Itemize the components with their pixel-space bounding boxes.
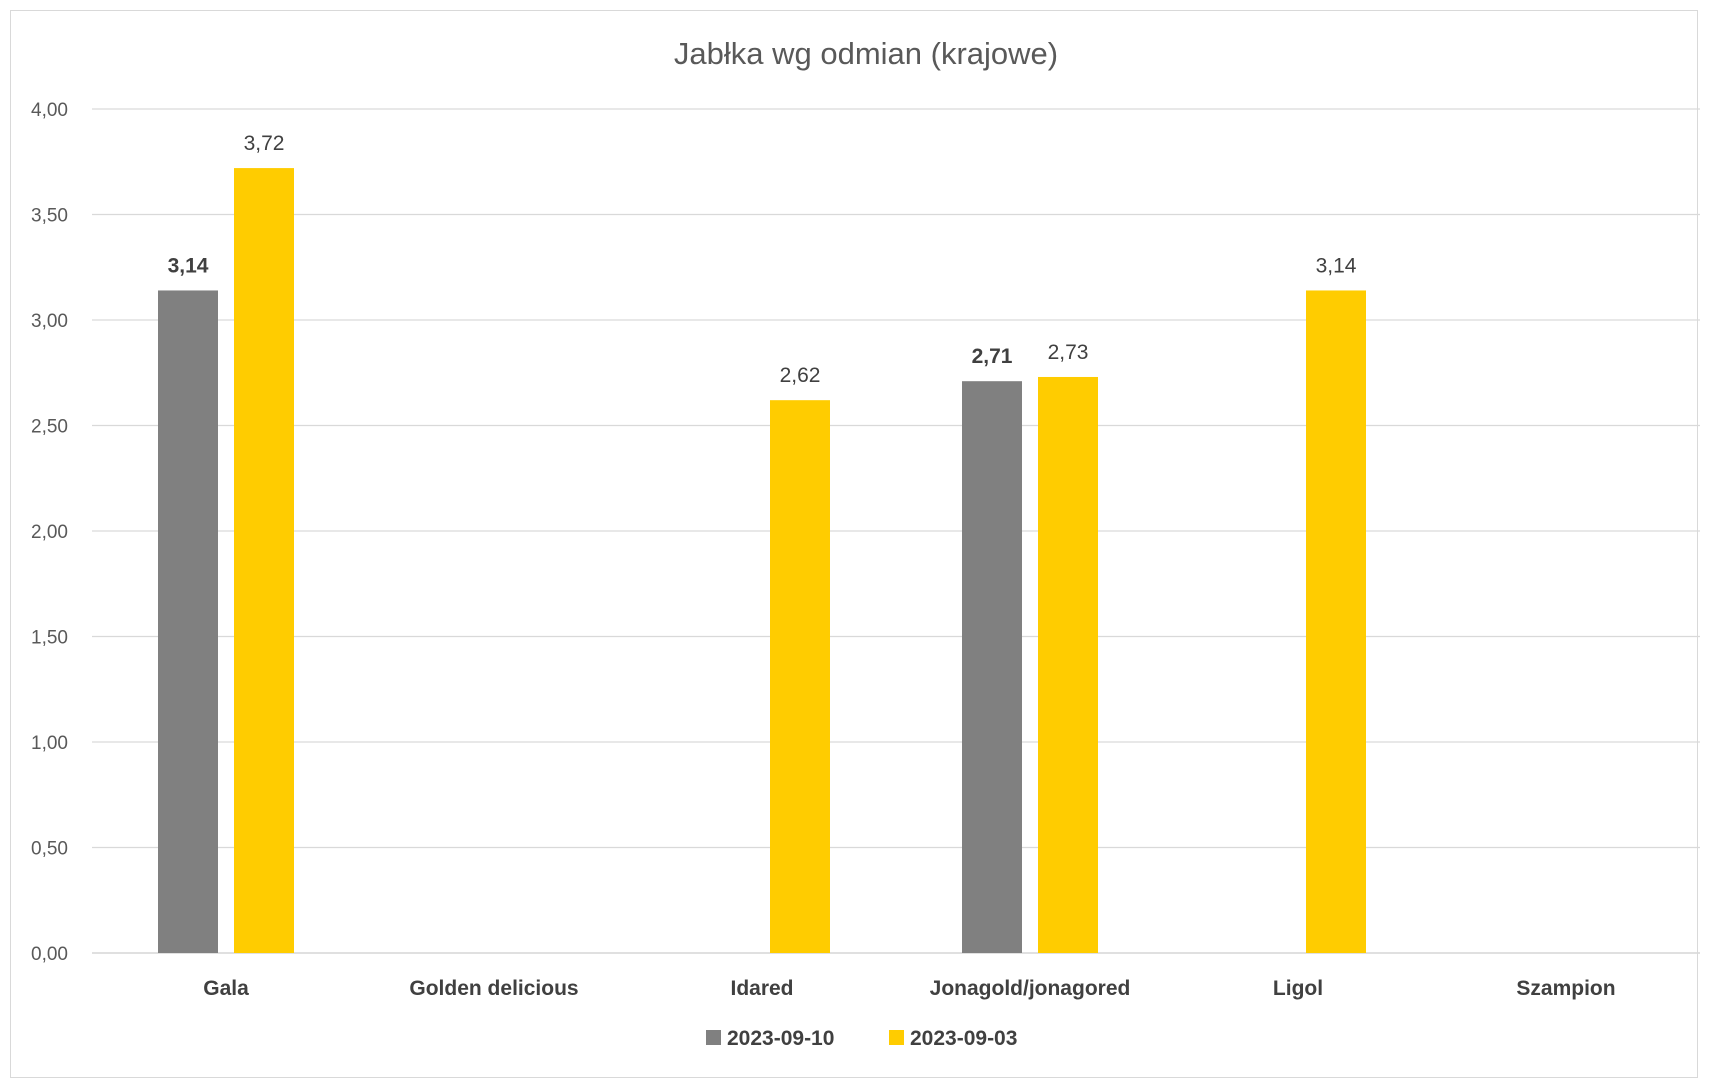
x-tick-label: Jonagold/jonagored (930, 977, 1131, 1000)
y-tick-label: 3,00 (31, 311, 68, 332)
y-tick-label: 0,50 (31, 839, 68, 860)
legend: 2023-09-10 2023-09-03 (706, 1027, 1017, 1050)
y-tick-label: 3,50 (31, 206, 68, 227)
x-axis-categories: Gala Golden delicious Idared Jonagold/jonag… (203, 977, 1615, 1000)
x-tick-label: Gala (203, 977, 249, 1000)
legend-label: 2023-09-10 (727, 1027, 834, 1050)
legend-label: 2023-09-03 (910, 1027, 1017, 1050)
y-tick-label: 2,50 (31, 417, 68, 438)
data-label: 2,71 (972, 345, 1013, 368)
data-label: 3,14 (1316, 254, 1357, 277)
data-label-layer: 3,14 3,72 2,62 2,71 2,73 3,14 (168, 132, 1357, 387)
x-tick-label: Idared (730, 977, 793, 1000)
y-axis-ticks: 0,00 0,50 1,00 1,50 2,00 2,50 3,00 3,50 4,00 (31, 100, 68, 965)
data-label: 3,14 (168, 254, 209, 277)
x-tick-label: Golden delicious (409, 977, 578, 1000)
y-tick-label: 1,00 (31, 733, 68, 754)
grid-layer (92, 108, 1700, 954)
bar (770, 400, 830, 953)
chart-title: Jabłka wg odmian (krajowe) (674, 36, 1058, 71)
x-tick-label: Szampion (1516, 977, 1615, 1000)
bar (962, 381, 1022, 953)
bar-layer (158, 168, 1366, 954)
legend-swatch (889, 1030, 904, 1045)
y-tick-label: 1,50 (31, 628, 68, 649)
y-tick-label: 4,00 (31, 100, 68, 121)
y-tick-label: 0,00 (31, 944, 68, 965)
data-label: 3,72 (244, 132, 285, 155)
bar (158, 290, 218, 954)
data-label: 2,62 (780, 364, 821, 387)
x-tick-label: Ligol (1273, 977, 1323, 1000)
data-label: 2,73 (1048, 341, 1089, 364)
bar (1038, 376, 1098, 954)
legend-swatch (706, 1030, 721, 1045)
bar (234, 168, 294, 953)
bar (1306, 290, 1366, 954)
y-tick-label: 2,00 (31, 522, 68, 543)
